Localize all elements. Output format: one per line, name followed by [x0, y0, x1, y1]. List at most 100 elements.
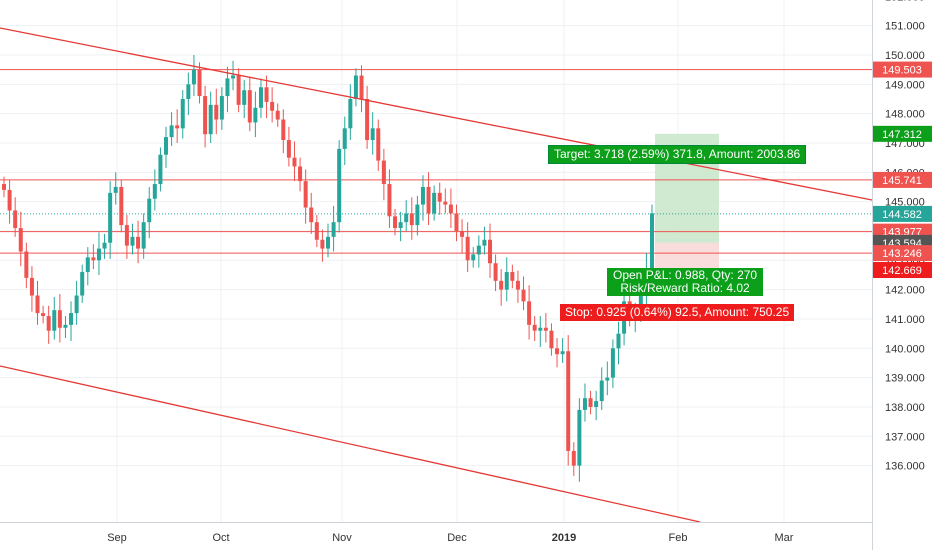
candle-body	[588, 398, 593, 407]
candle-body	[538, 327, 543, 331]
candle-body	[80, 272, 85, 296]
candle-body	[420, 186, 425, 205]
time-tick-label: Feb	[669, 532, 688, 544]
candle-body	[443, 201, 448, 205]
candle-body	[532, 324, 537, 331]
price-tick-label: 149.000	[885, 79, 925, 91]
candle-body	[599, 380, 604, 402]
candle-body	[638, 289, 643, 314]
candle-body	[353, 75, 358, 99]
open-pnl-text: Open P&L: 0.988, Qty: 270	[613, 268, 758, 282]
candle-body	[52, 310, 57, 331]
candle-body	[275, 110, 280, 120]
candle-body	[164, 137, 168, 155]
candle-body	[108, 192, 113, 243]
price-tick-label: 148.000	[885, 109, 925, 121]
time-tick-label: Nov	[332, 532, 352, 544]
candle-body	[147, 198, 152, 223]
candle-body	[432, 192, 437, 214]
candle-body	[616, 333, 621, 349]
price-tick-label: 151.000	[885, 21, 925, 33]
candle-body	[476, 245, 481, 255]
candle-body	[381, 160, 386, 185]
candle-body	[460, 230, 465, 237]
candle-body	[465, 236, 470, 261]
candle-body	[510, 272, 515, 281]
candle-body	[342, 128, 347, 149]
time-tick-label: 2019	[552, 532, 576, 544]
candle-body	[610, 348, 615, 378]
price-tag-text: 144.582	[882, 209, 922, 221]
candle-body	[577, 409, 582, 466]
time-tick-label: Dec	[447, 532, 467, 544]
candle-body	[169, 125, 174, 138]
candle-body	[582, 398, 587, 410]
candle-body	[180, 98, 185, 129]
candle-body	[415, 204, 420, 226]
candle-body	[208, 104, 213, 135]
price-tick-label: 145.000	[885, 197, 925, 209]
candle-body	[571, 450, 576, 466]
candle-body	[298, 166, 303, 182]
channel-upper-line	[0, 27, 873, 201]
candle-body	[119, 186, 124, 226]
candle-body	[409, 213, 414, 226]
price-tag-text: 143.246	[882, 248, 922, 260]
candle-body	[29, 277, 34, 296]
candle-body	[292, 157, 297, 167]
risk-zone	[655, 242, 719, 271]
candle-body	[113, 186, 118, 193]
candle-body	[348, 98, 353, 129]
candle-body	[242, 90, 247, 105]
channel-lower-line	[0, 365, 701, 523]
candle-body	[471, 254, 476, 261]
candle-body	[35, 295, 40, 314]
candle-body	[24, 251, 29, 278]
candle-body	[186, 84, 191, 99]
candle-body	[314, 222, 319, 240]
candle-body	[63, 324, 68, 328]
candle-body	[96, 248, 101, 261]
price-tag	[873, 171, 932, 188]
candle-body	[152, 184, 157, 199]
candle-body	[102, 242, 107, 249]
price-tag-text: 145.741	[882, 175, 922, 187]
candle-body	[13, 210, 18, 229]
candle-body	[437, 192, 442, 202]
candle-body	[527, 301, 532, 325]
candle-body	[281, 119, 286, 141]
price-tick-label: 137.000	[885, 431, 925, 443]
candle-body	[264, 87, 269, 102]
price-tick-label: 150.000	[885, 50, 925, 62]
candle-body	[191, 69, 196, 85]
candle-body	[303, 181, 308, 208]
candle-body	[175, 125, 180, 129]
candle-body	[549, 330, 554, 349]
candle-body	[331, 222, 336, 237]
candle-body	[197, 69, 202, 97]
candle-body	[521, 289, 526, 302]
candle-body	[219, 96, 224, 120]
candle-body	[91, 257, 96, 261]
price-tick-label: 152.000	[885, 0, 925, 3]
price-tag-text: 149.503	[882, 65, 922, 77]
candle-body	[560, 351, 565, 355]
price-tick-label: 139.000	[885, 373, 925, 385]
candle-body	[488, 239, 492, 264]
candle-body	[258, 87, 263, 108]
candle-body	[41, 313, 46, 317]
price-tick-label: 140.000	[885, 343, 925, 355]
candle-body	[225, 78, 230, 97]
candle-body	[69, 313, 74, 325]
candle-body	[370, 128, 375, 141]
candle-body	[365, 98, 370, 141]
candle-body	[326, 236, 330, 249]
price-tick-label: 142.000	[885, 285, 925, 297]
price-tick-label: 136.000	[885, 461, 925, 473]
pnl-label: Open P&L: 0.988, Qty: 270 Risk/Reward Ra…	[607, 268, 764, 296]
candle-body	[320, 239, 325, 249]
price-tag	[873, 125, 932, 142]
candle-body	[124, 225, 129, 246]
